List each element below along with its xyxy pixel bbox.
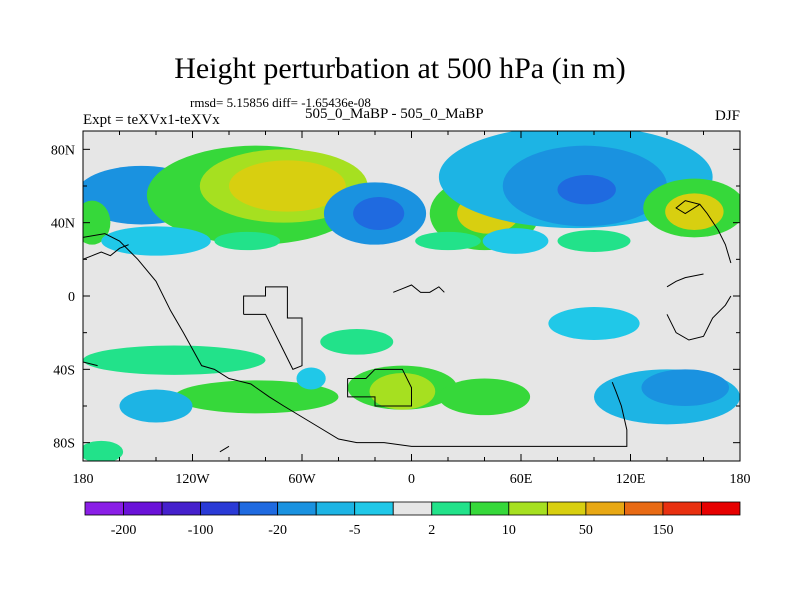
x-tick-label: 120W [175,472,210,487]
contour-fields [83,131,740,461]
coastline-segment [83,233,628,447]
colorbar-swatch [546,501,587,516]
chart-title: Height perturbation at 500 hPa (in m) [174,52,626,85]
colorbar-swatch [624,501,664,516]
x-tick-label: 60E [510,472,533,487]
colorbar-swatch [701,501,741,516]
colorbar-swatch [200,501,240,516]
contour-feature [665,193,724,231]
x-axis: 180 120W 60W 0 60E 120E 180 [73,131,751,487]
coastline-segment [243,286,303,370]
coastline-segment [666,295,732,341]
contour-feature [296,367,326,390]
x-tick-label: 60W [288,472,316,487]
x-tick-label: 0 [408,472,415,487]
colorbar-label: 150 [652,523,673,538]
colorbar-swatch [469,501,510,516]
colorbar-swatch [123,501,163,516]
colorbar-label: 10 [502,523,516,538]
colorbar-swatch [161,501,201,516]
contour-feature [415,231,481,251]
colorbar-swatch [277,501,317,516]
contour-feature [369,373,436,410]
experiment-label: Expt = teXVx1-teXVx [83,112,220,128]
colorbar-swatch [662,501,702,516]
x-tick-label: 180 [73,472,94,487]
colorbar-swatch [585,501,625,516]
contour-feature [438,378,531,416]
contour-feature [353,197,405,230]
colorbar: -200 -100 -20 -5 2 10 50 150 [84,501,741,538]
colorbar-label: -200 [111,523,137,538]
contour-feature [229,160,346,212]
contour-feature [83,440,124,461]
colorbar-swatch [238,501,279,516]
y-tick-label: 80N [51,143,75,158]
colorbar-label: 50 [579,523,593,538]
colorbar-swatch [315,501,356,516]
colorbar-swatch [84,501,124,516]
x-tick-label: 120E [616,472,646,487]
contour-feature [482,228,549,254]
coastline-segment [83,361,98,367]
coastline-segment [675,200,732,264]
colorbar-label: -100 [188,523,214,538]
contour-feature [557,230,631,252]
colorbar-label: -20 [268,523,287,538]
contour-feature [548,307,640,340]
case-label: 505_0_MaBP - 505_0_MaBP [305,106,484,122]
coastline-segment [393,284,445,293]
contour-feature [214,231,281,251]
coastlines [83,200,732,453]
y-tick-label: 80S [53,437,75,452]
colorbar-swatch [431,501,471,516]
contour-feature [174,380,339,414]
y-tick-label: 40N [51,217,75,232]
coastline-segment [83,244,129,260]
contour-feature [101,226,211,256]
colorbar-swatch [508,501,548,516]
coastline-segment [666,273,704,288]
colorbar-swatch [354,501,394,516]
stats-label: rmsd= 5.15856 diff= -1.65436e-08 [190,95,371,110]
colorbar-label: 2 [428,523,435,538]
y-tick-label: 40S [53,363,75,378]
contour-feature [557,175,616,205]
colorbar-swatch [392,501,433,516]
coastline-segment [347,368,412,407]
y-axis: 80N 40N 0 40S 80S [51,143,740,452]
contour-feature [83,345,266,375]
contour-feature [641,369,730,406]
x-tick-label: 180 [730,472,751,487]
y-tick-label: 0 [68,290,75,305]
contour-feature [119,389,193,423]
colorbar-label: -5 [349,523,361,538]
coastline-segment [219,445,230,453]
contour-feature [320,329,394,355]
season-label: DJF [714,108,740,124]
